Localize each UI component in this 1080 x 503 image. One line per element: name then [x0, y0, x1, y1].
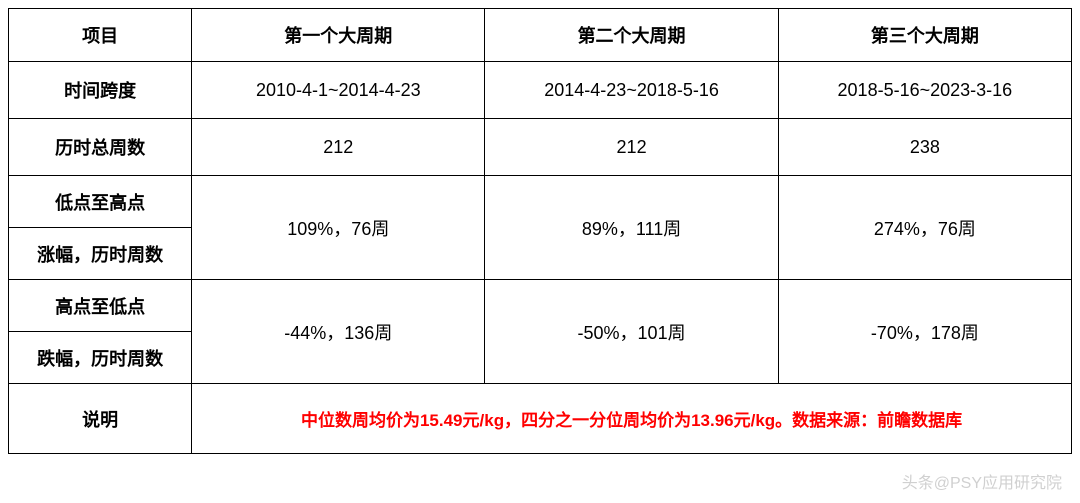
row-total-weeks: 历时总周数 212 212 238 [9, 119, 1072, 176]
row-low-to-high-top: 低点至高点 109%，76周 89%，111周 274%，76周 [9, 176, 1072, 228]
label-note: 说明 [9, 384, 192, 454]
row-time-span: 时间跨度 2010-4-1~2014-4-23 2014-4-23~2018-5… [9, 62, 1072, 119]
cell-total-weeks-2: 212 [485, 119, 778, 176]
row-note: 说明 中位数周均价为15.49元/kg，四分之一分位周均价为13.96元/kg。… [9, 384, 1072, 454]
label-low-to-high: 低点至高点 [9, 176, 192, 228]
cell-fall-3: -70%，178周 [778, 280, 1071, 384]
row-high-to-low-top: 高点至低点 -44%，136周 -50%，101周 -70%，178周 [9, 280, 1072, 332]
label-total-weeks: 历时总周数 [9, 119, 192, 176]
cell-fall-1: -44%，136周 [192, 280, 485, 384]
cycle-table-container: 项目 第一个大周期 第二个大周期 第三个大周期 时间跨度 2010-4-1~20… [8, 8, 1072, 454]
label-rise-weeks: 涨幅，历时周数 [9, 228, 192, 280]
label-time-span: 时间跨度 [9, 62, 192, 119]
cell-time-span-1: 2010-4-1~2014-4-23 [192, 62, 485, 119]
header-cycle-1: 第一个大周期 [192, 9, 485, 62]
header-label: 项目 [9, 9, 192, 62]
label-high-to-low: 高点至低点 [9, 280, 192, 332]
cell-fall-2: -50%，101周 [485, 280, 778, 384]
cell-total-weeks-3: 238 [778, 119, 1071, 176]
cell-note-text: 中位数周均价为15.49元/kg，四分之一分位周均价为13.96元/kg。数据来… [192, 384, 1072, 454]
header-cycle-2: 第二个大周期 [485, 9, 778, 62]
table-header-row: 项目 第一个大周期 第二个大周期 第三个大周期 [9, 9, 1072, 62]
header-cycle-3: 第三个大周期 [778, 9, 1071, 62]
cell-rise-3: 274%，76周 [778, 176, 1071, 280]
cell-time-span-2: 2014-4-23~2018-5-16 [485, 62, 778, 119]
cell-rise-2: 89%，111周 [485, 176, 778, 280]
cell-time-span-3: 2018-5-16~2023-3-16 [778, 62, 1071, 119]
cell-rise-1: 109%，76周 [192, 176, 485, 280]
cycle-table: 项目 第一个大周期 第二个大周期 第三个大周期 时间跨度 2010-4-1~20… [8, 8, 1072, 454]
cell-total-weeks-1: 212 [192, 119, 485, 176]
watermark-text: 头条@PSY应用研究院 [902, 469, 1062, 493]
label-fall-weeks: 跌幅，历时周数 [9, 332, 192, 384]
